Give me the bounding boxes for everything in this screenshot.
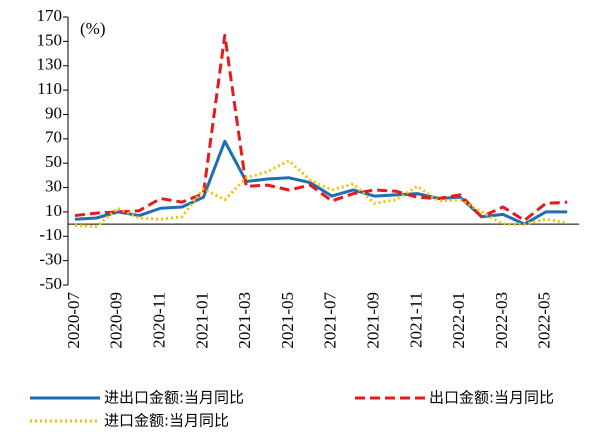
x-tick-label: 2020-07 bbox=[64, 292, 83, 349]
x-tick-label: 2022-05 bbox=[535, 292, 554, 349]
x-tick-label: 2021-05 bbox=[278, 292, 297, 349]
x-tick-label: 2021-09 bbox=[364, 292, 383, 349]
series-line bbox=[74, 139, 568, 226]
y-tick-label: 150 bbox=[37, 30, 63, 49]
y-tick-label: 30 bbox=[45, 176, 62, 195]
x-tick-label: 2021-03 bbox=[235, 292, 254, 349]
series-line bbox=[74, 33, 568, 222]
y-tick-label: 170 bbox=[37, 6, 63, 25]
series-line bbox=[74, 159, 568, 229]
legend-label: 进口金额:当月同比 bbox=[104, 412, 229, 430]
x-tick-label: 2020-11 bbox=[150, 292, 169, 348]
y-tick-label: 50 bbox=[45, 152, 62, 171]
x-tick-label: 2021-01 bbox=[192, 292, 211, 349]
x-tick-label: 2022-01 bbox=[449, 292, 468, 349]
y-tick-label: -50 bbox=[39, 274, 62, 293]
legend-label: 出口金额:当月同比 bbox=[429, 389, 554, 407]
y-tick-label: 70 bbox=[45, 128, 62, 147]
x-tick-label: 2022-03 bbox=[492, 292, 511, 349]
y-tick-label: 110 bbox=[37, 79, 62, 98]
y-tick-label: 10 bbox=[45, 201, 62, 220]
y-tick-label: -30 bbox=[39, 250, 62, 269]
y-tick-label: 130 bbox=[37, 55, 63, 74]
x-tick-label: 2021-07 bbox=[321, 292, 340, 349]
legend-label: 进出口金额:当月同比 bbox=[104, 389, 244, 407]
y-axis-label: (%) bbox=[80, 19, 105, 38]
x-tick-label: 2021-11 bbox=[406, 292, 425, 348]
y-tick-label: -10 bbox=[39, 225, 62, 244]
x-tick-label: 2020-09 bbox=[107, 292, 126, 349]
y-tick-label: 90 bbox=[45, 103, 62, 122]
